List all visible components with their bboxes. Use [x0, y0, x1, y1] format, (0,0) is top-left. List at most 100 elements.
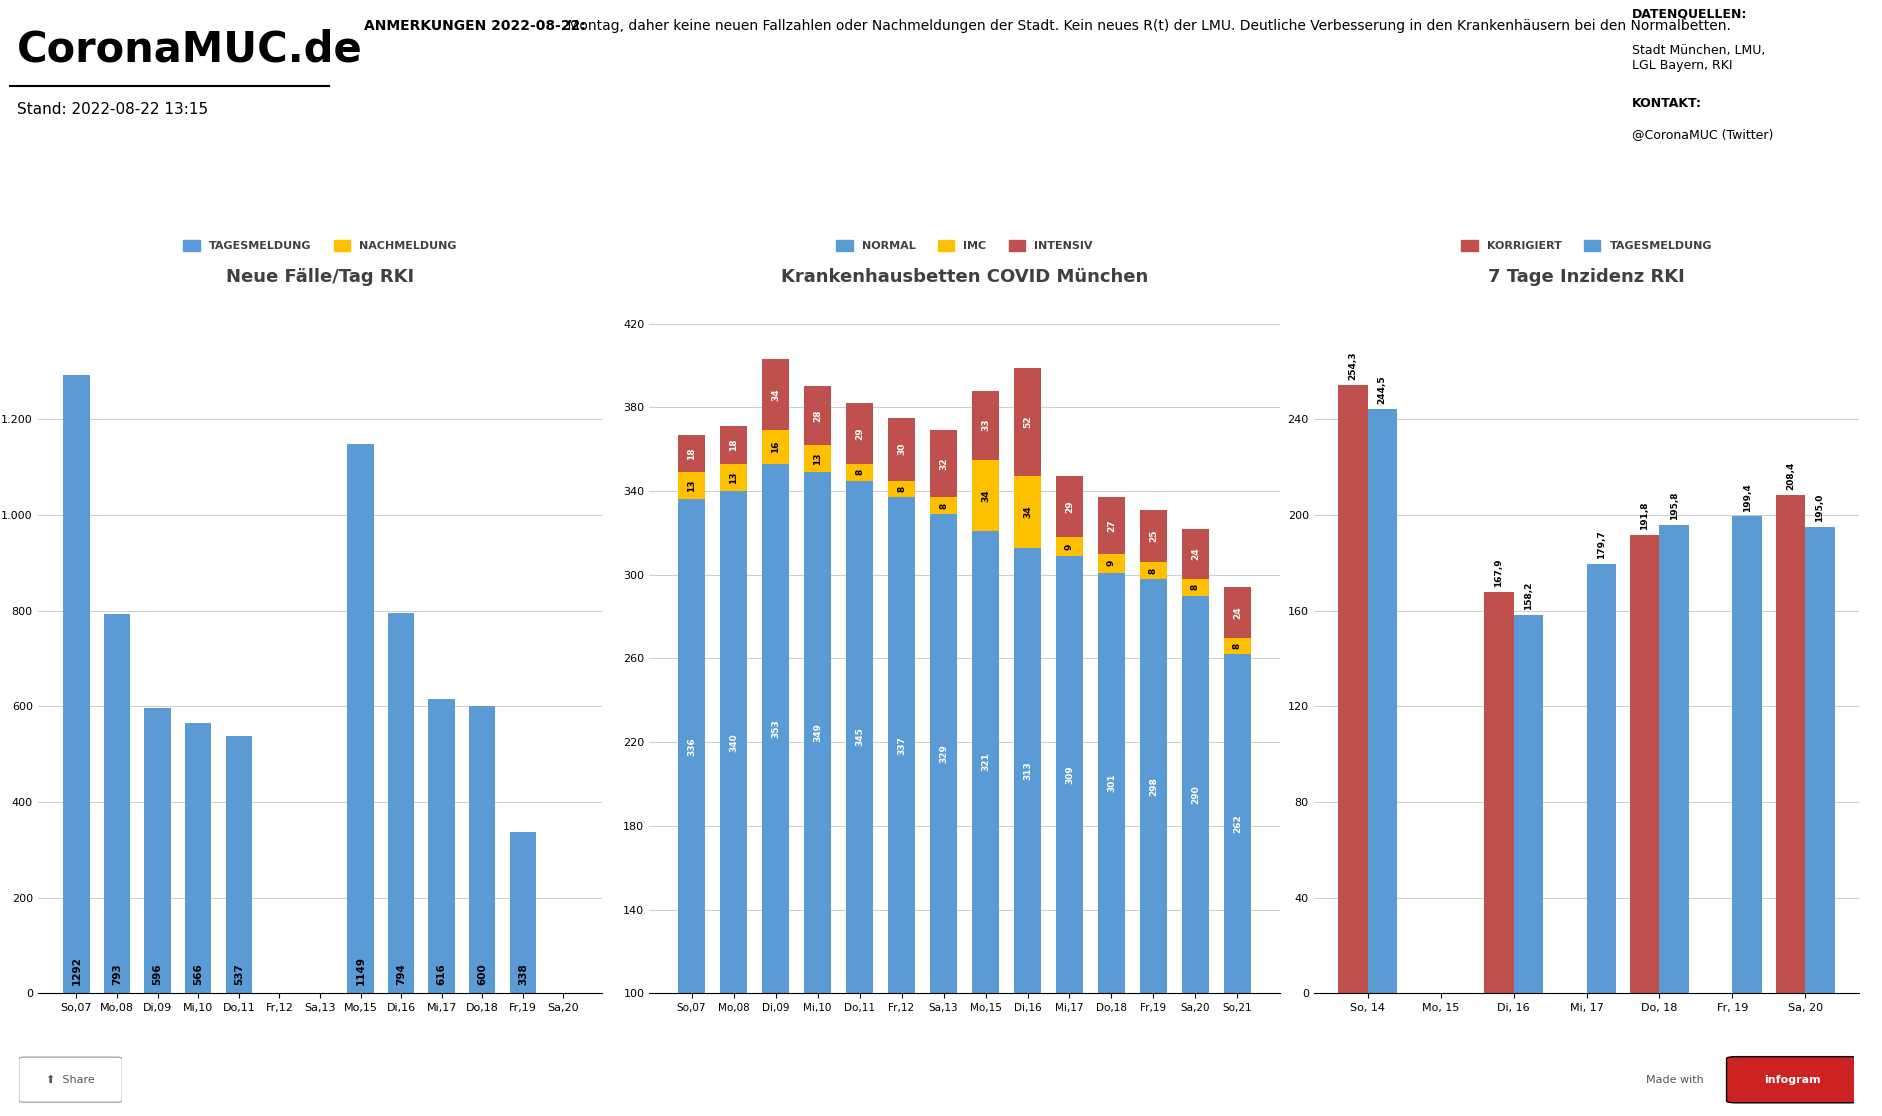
- Text: 195,0: 195,0: [1664, 195, 1786, 233]
- FancyBboxPatch shape: [1726, 1057, 1859, 1103]
- Title: Neue Fälle/Tag RKI: Neue Fälle/Tag RKI: [226, 268, 414, 286]
- Text: 158,2: 158,2: [1524, 581, 1532, 610]
- Text: CoronaMUC.de: CoronaMUC.de: [17, 28, 363, 70]
- Bar: [1140, 579, 1167, 1116]
- Bar: [1182, 529, 1208, 579]
- Text: Stadt München, LMU,
LGL Bayern, RKI: Stadt München, LMU, LGL Bayern, RKI: [1632, 44, 1765, 71]
- Bar: [762, 464, 789, 1116]
- Text: 353: 353: [772, 719, 779, 738]
- Text: Montag, daher keine neuen Fallzahlen oder Nachmeldungen der Stadt. Kein neues R(: Montag, daher keine neuen Fallzahlen ode…: [563, 19, 1731, 32]
- Text: 349: 349: [813, 723, 822, 742]
- Bar: [888, 481, 915, 498]
- Text: 329: 329: [939, 744, 949, 763]
- Bar: [1097, 554, 1125, 573]
- Bar: [1014, 367, 1041, 477]
- Text: k.A.: k.A.: [113, 195, 199, 233]
- Text: 16: 16: [772, 441, 779, 453]
- Text: 8: 8: [1191, 584, 1201, 590]
- Text: ANMERKUNGEN 2022-08-22:: ANMERKUNGEN 2022-08-22:: [365, 19, 585, 32]
- Bar: [1014, 477, 1041, 548]
- Text: 24: 24: [1191, 548, 1201, 560]
- Bar: [429, 699, 455, 993]
- Bar: [1660, 525, 1688, 993]
- Text: 13: 13: [728, 471, 738, 483]
- Text: 29: 29: [1065, 500, 1075, 513]
- Text: * Genesene:: * Genesene:: [56, 1039, 160, 1055]
- Text: 290: 290: [1191, 785, 1201, 804]
- Text: AKTUELL INFIZIERTE*: AKTUELL INFIZIERTE*: [717, 161, 851, 171]
- Text: 340: 340: [728, 733, 738, 751]
- Text: 13: 13: [687, 480, 696, 492]
- Bar: [1805, 527, 1835, 993]
- Bar: [1182, 596, 1208, 1116]
- Text: DATENQUELLEN:: DATENQUELLEN:: [1632, 8, 1746, 21]
- Bar: [1056, 477, 1084, 537]
- Bar: [888, 417, 915, 481]
- Bar: [804, 445, 832, 472]
- Bar: [804, 472, 832, 1116]
- Bar: [721, 491, 747, 1116]
- Text: REPRODUKTIONSWERT: REPRODUKTIONSWERT: [1340, 161, 1483, 171]
- Text: 5.361: 5.361: [723, 195, 845, 233]
- Text: 1149: 1149: [356, 955, 365, 984]
- Text: 8: 8: [1086, 198, 1110, 231]
- Text: 600: 600: [478, 963, 487, 984]
- Text: 179,7: 179,7: [1596, 530, 1605, 559]
- Text: Quelle: CoronaMUC
LMU: 0,79 2022-08-19: Quelle: CoronaMUC LMU: 0,79 2022-08-19: [1353, 266, 1470, 287]
- Text: 34: 34: [1024, 506, 1031, 518]
- Text: 793: 793: [113, 963, 122, 984]
- Bar: [930, 431, 958, 498]
- Bar: [64, 375, 90, 993]
- Text: 34: 34: [772, 388, 779, 401]
- Bar: [1733, 517, 1762, 993]
- FancyBboxPatch shape: [19, 1057, 122, 1103]
- Text: 8: 8: [1150, 567, 1157, 574]
- Text: 1292: 1292: [72, 955, 81, 984]
- Text: 243: 243: [964, 198, 1031, 231]
- Text: 8: 8: [1233, 643, 1242, 650]
- Bar: [845, 464, 873, 481]
- Text: @CoronaMUC (Twitter): @CoronaMUC (Twitter): [1632, 128, 1773, 141]
- Bar: [971, 391, 999, 460]
- Bar: [1630, 535, 1660, 993]
- Text: 8: 8: [854, 469, 864, 475]
- Text: BESTÄTIGTE FÄLLE: BESTÄTIGTE FÄLLE: [100, 161, 215, 171]
- Text: 30: 30: [898, 443, 905, 455]
- Text: 298: 298: [1150, 777, 1157, 796]
- Bar: [1513, 615, 1543, 993]
- Bar: [1777, 494, 1805, 993]
- Bar: [930, 514, 958, 1116]
- Bar: [678, 472, 706, 500]
- Bar: [226, 737, 252, 993]
- Text: 208,4: 208,4: [1786, 462, 1795, 490]
- Text: 794: 794: [395, 963, 407, 984]
- Bar: [1140, 562, 1167, 579]
- Bar: [348, 444, 375, 993]
- Text: 616: 616: [437, 963, 446, 984]
- Text: Di-Sa, nicht nach
Feiertagen: Di-Sa, nicht nach Feiertagen: [1681, 266, 1769, 287]
- Bar: [1223, 587, 1252, 637]
- Text: 24: 24: [1174, 198, 1221, 231]
- Text: 18: 18: [687, 448, 696, 460]
- Bar: [930, 498, 958, 514]
- Text: Gesamt: 2.151: Gesamt: 2.151: [431, 277, 510, 287]
- Text: 28: 28: [813, 410, 822, 422]
- Text: Aktuell Infizierte:: Aktuell Infizierte:: [875, 1039, 1026, 1055]
- Bar: [762, 359, 789, 431]
- Bar: [888, 498, 915, 1116]
- Text: NORMAL: NORMAL: [975, 266, 1020, 276]
- Bar: [721, 464, 747, 491]
- Bar: [469, 706, 495, 993]
- Bar: [104, 614, 130, 993]
- Title: 7 Tage Inzidenz RKI: 7 Tage Inzidenz RKI: [1489, 268, 1684, 286]
- Text: INTENSIV: INTENSIV: [1174, 266, 1221, 276]
- Text: Genesene: 614.102: Genesene: 614.102: [734, 277, 836, 287]
- Bar: [145, 709, 171, 993]
- Text: INZIDENZ RKI: INZIDENZ RKI: [1683, 161, 1767, 171]
- Text: 244,5: 244,5: [1378, 375, 1387, 404]
- Text: 321: 321: [981, 752, 990, 771]
- Text: 25: 25: [1150, 530, 1157, 542]
- Bar: [1223, 654, 1252, 1116]
- Text: 0,85: 0,85: [1364, 195, 1459, 233]
- Bar: [1223, 637, 1252, 654]
